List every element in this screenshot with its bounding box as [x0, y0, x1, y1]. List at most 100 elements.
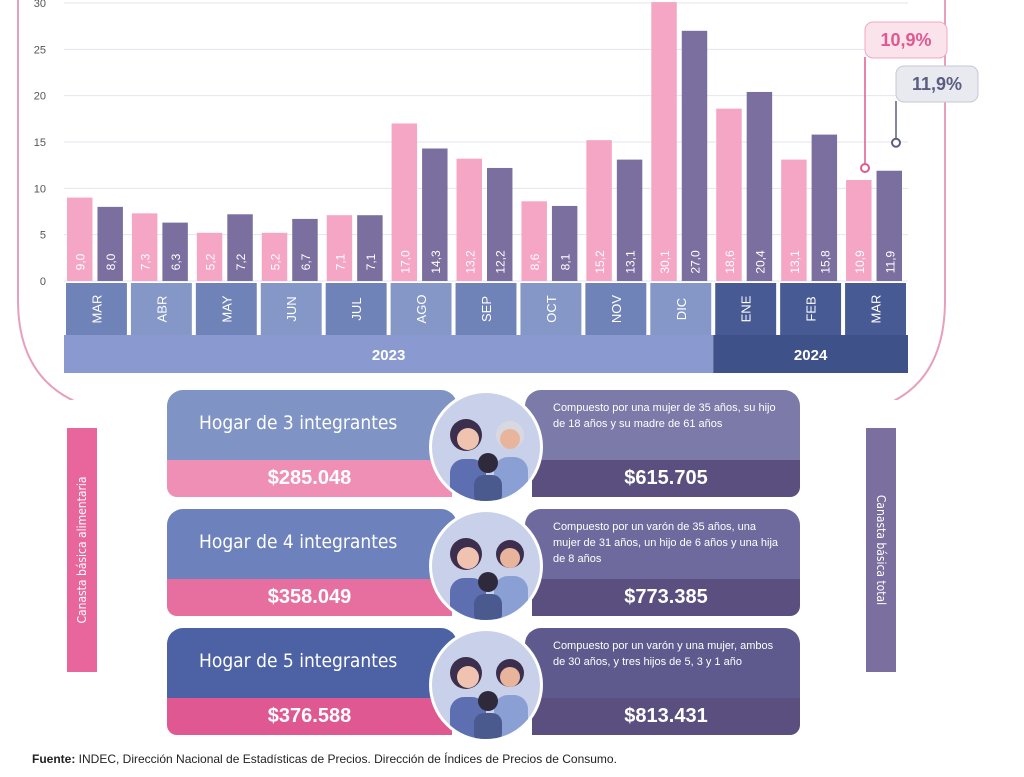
y-tick-label: 15	[34, 137, 46, 149]
value-label: 6,3	[169, 253, 183, 270]
bar	[227, 214, 253, 281]
bar	[487, 167, 513, 281]
bar	[746, 91, 773, 282]
side-label: Canasta básica total	[874, 494, 888, 606]
year-label: 2023	[372, 347, 405, 364]
footer: Fuente: INDEC, Dirección Nacional de Est…	[32, 752, 617, 766]
y-tick-label: 10	[34, 183, 46, 195]
chart: 0 5 10 15 20 25 30 2023 MAR ABR MAY JUN JUL AGO SEP OCT…	[17, 0, 979, 400]
family-illustration	[429, 628, 543, 742]
icon	[450, 419, 528, 501]
food-basket-cost: $358.049	[167, 579, 452, 616]
decoration	[17, 0, 946, 400]
bar	[781, 159, 807, 281]
value-label: 7,1	[364, 253, 378, 270]
food-basket-label: Canasta básica alimentaria	[67, 428, 97, 672]
category-tile	[130, 283, 192, 335]
callout-label: 11,9%	[912, 74, 962, 94]
value-label: 5,2	[269, 253, 283, 270]
value-label: 6,7	[299, 253, 313, 270]
footer-label: Fuente:	[32, 752, 76, 766]
food-basket-cost: $285.048	[167, 460, 452, 497]
value-label: 13,2	[463, 250, 477, 274]
bar	[716, 108, 742, 281]
year-band	[64, 335, 714, 373]
bar	[456, 158, 482, 281]
bar	[616, 159, 643, 281]
x-tick-label: MAY	[219, 295, 234, 323]
x-tick-label: ENE	[739, 295, 754, 322]
value-label: 18,6	[723, 250, 737, 274]
household-title: Hogar de 4 integrantes	[167, 509, 457, 579]
value-label: 7,1	[333, 253, 347, 270]
callout-point	[860, 162, 870, 173]
value-label: 10,9	[853, 250, 867, 274]
bar	[846, 179, 872, 281]
household-description: Compuesto por una mujer de 35 años, su h…	[525, 390, 800, 460]
category-tile	[455, 283, 517, 335]
x-tick-label: MAR	[89, 295, 104, 324]
bar	[67, 197, 93, 281]
food-basket-cost: $376.588	[167, 698, 452, 735]
category-tile	[390, 283, 452, 335]
family-illustration	[429, 390, 543, 504]
bar	[651, 2, 677, 281]
category-tile	[325, 283, 387, 335]
y-tick-label: 0	[40, 276, 46, 288]
bar	[97, 206, 123, 281]
bar	[811, 134, 838, 281]
x-tick-label: DIC	[674, 298, 689, 320]
y-tick-label: 30	[34, 0, 46, 10]
value-label: 13,1	[624, 250, 638, 274]
bar	[876, 170, 902, 281]
value-label: 8,6	[528, 253, 542, 270]
bar	[292, 218, 318, 281]
callout-point	[891, 137, 901, 148]
year-label: 2024	[794, 347, 828, 364]
bar	[391, 123, 418, 281]
y-tick-label: 5	[40, 230, 46, 242]
category-tile	[195, 283, 257, 335]
value-label: 8,1	[559, 253, 573, 270]
bar	[326, 215, 353, 281]
bar	[521, 201, 547, 281]
side-label: Canasta básica alimentaria	[75, 476, 89, 624]
value-label: 11,9	[883, 250, 897, 273]
category-tile	[520, 283, 582, 335]
x-tick-label: NOV	[609, 295, 624, 324]
value-label: 7,2	[234, 253, 248, 270]
y-tick-label: 25	[34, 44, 46, 56]
x-tick-label: AGO	[414, 295, 429, 324]
value-label: 13,1	[788, 250, 802, 274]
bar	[261, 232, 288, 281]
total-basket-cost: $813.431	[532, 698, 800, 735]
category-tile	[585, 283, 647, 335]
x-tick-label: JUL	[349, 297, 364, 320]
value-label: 5,2	[204, 253, 218, 270]
year-band	[713, 335, 908, 373]
household-description: Compuesto por un varón de 35 años, una m…	[525, 509, 800, 579]
category-tile	[780, 283, 842, 335]
value-label: 9,0	[74, 253, 88, 270]
callout-box	[864, 21, 948, 59]
value-label: 12,2	[494, 250, 508, 274]
footer-text: INDEC, Dirección Nacional de Estadística…	[75, 752, 617, 766]
bar	[131, 213, 158, 281]
bar	[196, 232, 223, 281]
callout-label: 10,9%	[880, 30, 931, 50]
total-basket-cost: $615.705	[532, 460, 800, 497]
household-description: Compuesto por un varón y una mujer, ambo…	[525, 628, 800, 698]
value-label: 17,0	[398, 250, 412, 274]
category-tile	[715, 283, 777, 335]
callout-box	[895, 65, 979, 103]
bar	[422, 148, 448, 281]
bar	[681, 30, 708, 281]
category-tile	[650, 283, 712, 335]
category-tile	[260, 283, 322, 335]
value-label: 15,2	[593, 250, 607, 274]
icon	[450, 538, 528, 620]
value-label: 14,3	[429, 250, 443, 274]
x-tick-label: SEP	[479, 296, 494, 322]
bar	[162, 222, 188, 281]
